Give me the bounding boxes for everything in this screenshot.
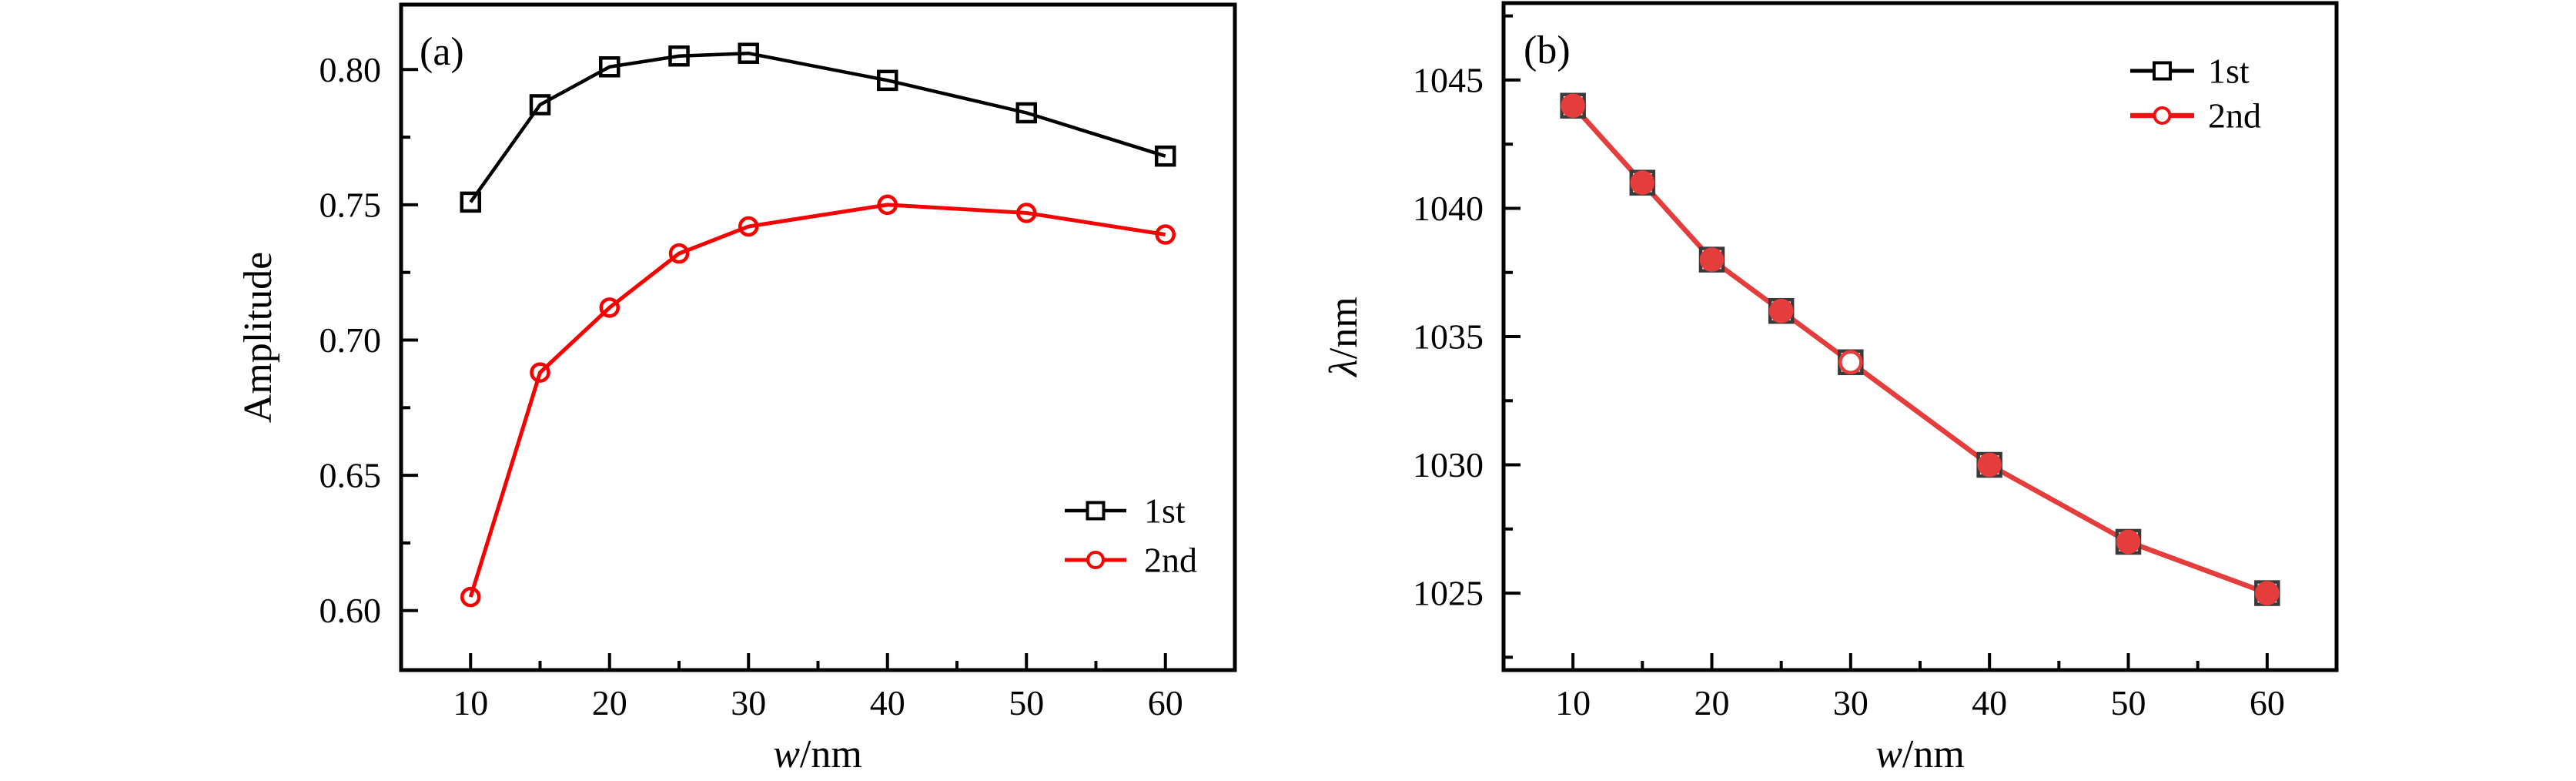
series-2nd-marker (530, 362, 550, 383)
y-tick-label: 1030 (1413, 445, 1484, 484)
x-tick-label: 40 (870, 683, 905, 722)
y-tick-label: 1040 (1413, 189, 1484, 228)
y-tick-label: 0.60 (319, 591, 382, 630)
series-1st-marker (668, 45, 690, 67)
y-tick-label: 1045 (1413, 60, 1484, 99)
series-2nd-marker (1699, 247, 1725, 272)
series-1st-line (469, 51, 1166, 203)
legend-square-marker (2153, 61, 2172, 81)
legend-entry-1st: 1st (2130, 52, 2250, 91)
legend-label: 2nd (1144, 541, 1197, 580)
series-2nd-marker (2116, 529, 2141, 555)
series-1st-marker (599, 56, 621, 78)
series-1st-marker (460, 191, 481, 213)
x-tick-label: 30 (1833, 683, 1868, 722)
series-2nd-marker (738, 216, 759, 237)
panel-tag: (a) (420, 30, 464, 74)
legend-label: 2nd (2208, 96, 2261, 136)
series-1st-marker (1155, 145, 1176, 167)
x-axis-label: w/nm (1875, 732, 1965, 776)
panel-b: 10 20 30 40 50 60 1025 1030 1035 1040 1045 w/nm λ/nm… (1322, 1, 2339, 776)
y-tick-label: 0.80 (319, 50, 382, 89)
series-2nd-marker (1838, 350, 1863, 375)
y-tick-label: 1035 (1413, 317, 1484, 357)
y-axis-label: Amplitude (236, 252, 280, 423)
series-1st-line (1571, 104, 2268, 595)
x-tick-label: 60 (2250, 683, 2285, 722)
x-axis-label: w/nm (773, 732, 862, 776)
series-1st-marker (529, 94, 551, 116)
legend-entry-2nd: 2nd (1065, 541, 1197, 580)
series-2nd-line (468, 203, 1166, 598)
x-tick-label: 10 (453, 683, 488, 722)
x-tick-label: 60 (1148, 683, 1183, 722)
series-2nd-marker (1768, 298, 1794, 323)
y-tick-label: 1025 (1413, 574, 1484, 613)
legend-label: 1st (1144, 491, 1186, 531)
series-2nd-marker (599, 297, 620, 318)
series-2nd-marker (1016, 203, 1037, 223)
series-2nd-marker (1630, 170, 1655, 195)
y-axis-label: λ/nm (1322, 297, 1366, 377)
x-tick-label: 50 (2111, 683, 2146, 722)
series-2nd-marker (460, 586, 481, 608)
plot-border (399, 2, 1237, 672)
y-tick-label: 0.75 (319, 185, 382, 224)
series-2nd-marker (877, 194, 898, 216)
x-tick-label: 20 (1694, 683, 1730, 722)
series-2nd-line (1571, 104, 2268, 596)
x-tick-label: 20 (592, 683, 627, 722)
series-1st-marker (738, 42, 759, 64)
x-tick-label: 10 (1555, 683, 1591, 722)
series-2nd-marker (668, 243, 690, 264)
series-2nd-marker (1155, 224, 1176, 245)
series-1st-marker (877, 69, 898, 92)
y-tick-label: 0.65 (319, 456, 382, 495)
series-1st-marker (1015, 102, 1037, 124)
legend-square-marker (1086, 501, 1106, 521)
x-tick-label: 50 (1009, 683, 1044, 722)
legend-circle-marker (1086, 551, 1105, 569)
y-tick-label: 0.70 (319, 320, 382, 360)
panel-a: 10 20 30 40 50 60 0.60 0.65 0.70 0.75 0.80 w/nm Ampl… (236, 2, 1237, 776)
legend-entry-2nd: 2nd (2130, 96, 2261, 136)
legend-circle-marker (2153, 106, 2172, 125)
x-tick-label: 30 (731, 683, 766, 722)
panel-tag: (b) (1524, 28, 1571, 72)
legend-label: 1st (2208, 52, 2250, 91)
series-2nd-marker (1561, 93, 1585, 118)
x-tick-label: 40 (1972, 683, 2007, 722)
series-2nd-marker (1977, 452, 2002, 478)
series-2nd-marker (2255, 581, 2280, 605)
legend-entry-1st: 1st (1065, 491, 1186, 531)
